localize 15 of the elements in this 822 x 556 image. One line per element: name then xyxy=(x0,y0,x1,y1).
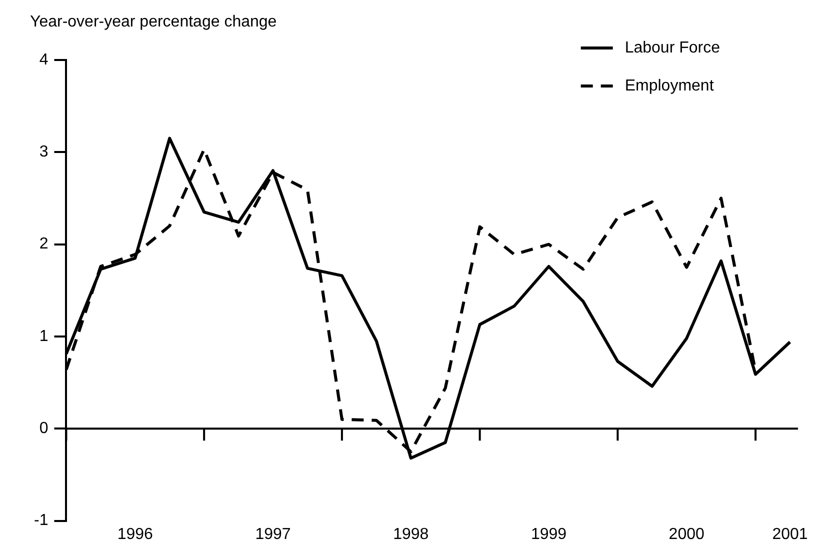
y-axis-title: Year-over-year percentage change xyxy=(30,13,277,30)
x-tick-label: 2001 xyxy=(772,526,808,543)
y-tick-label: 2 xyxy=(39,236,48,253)
y-tick-label: 0 xyxy=(39,420,48,438)
legend-label: Labour Force xyxy=(624,39,720,56)
x-tick-label: 1997 xyxy=(255,526,291,543)
x-tick-label: 2000 xyxy=(668,526,704,543)
x-tick-label: 1996 xyxy=(117,526,154,543)
legend-label: Employment xyxy=(624,77,714,94)
y-tick-label: -1 xyxy=(34,512,48,530)
y-tick-label: 1 xyxy=(39,328,48,345)
y-tick-label: 3 xyxy=(39,144,48,161)
x-tick-label: 1998 xyxy=(393,526,429,543)
x-tick-label: 1999 xyxy=(530,526,567,543)
y-tick-label: 4 xyxy=(39,51,48,68)
